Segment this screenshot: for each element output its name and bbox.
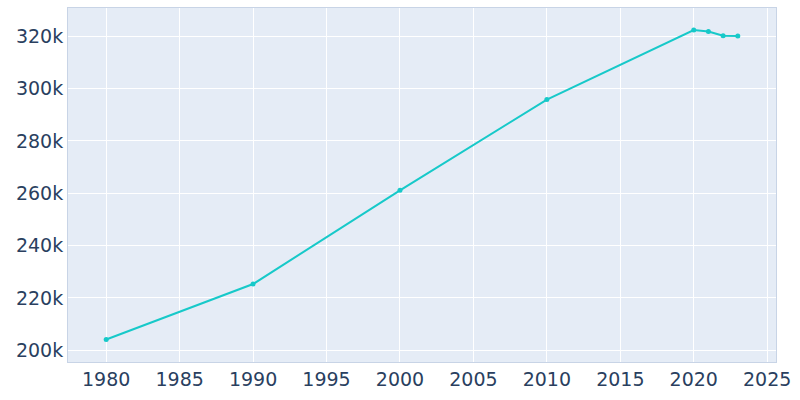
svg-text:200k: 200k [16, 339, 63, 361]
svg-text:240k: 240k [16, 234, 63, 256]
svg-text:2025: 2025 [743, 368, 791, 390]
svg-text:2005: 2005 [449, 368, 497, 390]
svg-text:220k: 220k [16, 287, 63, 309]
svg-text:1990: 1990 [229, 368, 277, 390]
svg-text:1980: 1980 [82, 368, 130, 390]
svg-text:320k: 320k [16, 25, 63, 47]
svg-text:2000: 2000 [376, 368, 424, 390]
svg-text:280k: 280k [16, 130, 63, 152]
svg-text:1995: 1995 [302, 368, 350, 390]
svg-text:2010: 2010 [523, 368, 571, 390]
svg-text:260k: 260k [16, 182, 63, 204]
svg-text:300k: 300k [16, 77, 63, 99]
svg-text:2015: 2015 [596, 368, 644, 390]
svg-text:1985: 1985 [155, 368, 203, 390]
svg-text:2020: 2020 [670, 368, 718, 390]
